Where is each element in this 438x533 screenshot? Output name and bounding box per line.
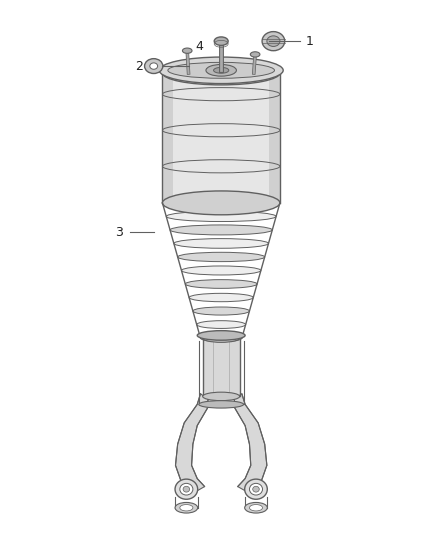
Ellipse shape bbox=[175, 503, 198, 513]
Ellipse shape bbox=[250, 483, 262, 495]
Ellipse shape bbox=[193, 307, 250, 315]
Ellipse shape bbox=[214, 37, 228, 45]
Ellipse shape bbox=[174, 239, 268, 248]
Ellipse shape bbox=[262, 31, 285, 51]
Text: 4: 4 bbox=[195, 40, 203, 53]
Ellipse shape bbox=[197, 330, 245, 340]
Ellipse shape bbox=[145, 59, 163, 74]
Ellipse shape bbox=[245, 479, 267, 499]
Ellipse shape bbox=[197, 321, 246, 328]
Ellipse shape bbox=[203, 392, 240, 401]
Ellipse shape bbox=[267, 36, 280, 46]
Ellipse shape bbox=[162, 198, 280, 208]
Ellipse shape bbox=[166, 211, 276, 222]
Ellipse shape bbox=[245, 503, 267, 513]
Ellipse shape bbox=[203, 334, 240, 342]
Ellipse shape bbox=[159, 57, 283, 84]
Ellipse shape bbox=[251, 52, 260, 57]
Polygon shape bbox=[176, 394, 208, 495]
Ellipse shape bbox=[180, 483, 193, 495]
Ellipse shape bbox=[185, 280, 257, 288]
Ellipse shape bbox=[175, 479, 198, 499]
Ellipse shape bbox=[214, 67, 229, 73]
Polygon shape bbox=[162, 73, 173, 203]
Ellipse shape bbox=[199, 401, 244, 408]
Ellipse shape bbox=[150, 63, 158, 69]
Ellipse shape bbox=[181, 266, 261, 275]
Ellipse shape bbox=[206, 64, 237, 76]
Ellipse shape bbox=[250, 505, 262, 511]
Ellipse shape bbox=[162, 191, 280, 215]
Polygon shape bbox=[162, 73, 280, 203]
Ellipse shape bbox=[180, 505, 193, 511]
Ellipse shape bbox=[162, 61, 280, 85]
Ellipse shape bbox=[183, 486, 190, 492]
Polygon shape bbox=[269, 73, 280, 203]
Ellipse shape bbox=[178, 252, 265, 262]
Text: 2: 2 bbox=[135, 60, 143, 72]
Text: 3: 3 bbox=[115, 225, 123, 239]
Ellipse shape bbox=[201, 334, 242, 342]
Ellipse shape bbox=[170, 225, 272, 235]
Ellipse shape bbox=[168, 62, 275, 78]
Text: 1: 1 bbox=[306, 35, 314, 47]
Ellipse shape bbox=[189, 293, 253, 302]
Ellipse shape bbox=[183, 48, 192, 53]
Ellipse shape bbox=[253, 486, 259, 492]
Polygon shape bbox=[203, 338, 240, 397]
Polygon shape bbox=[234, 394, 267, 495]
